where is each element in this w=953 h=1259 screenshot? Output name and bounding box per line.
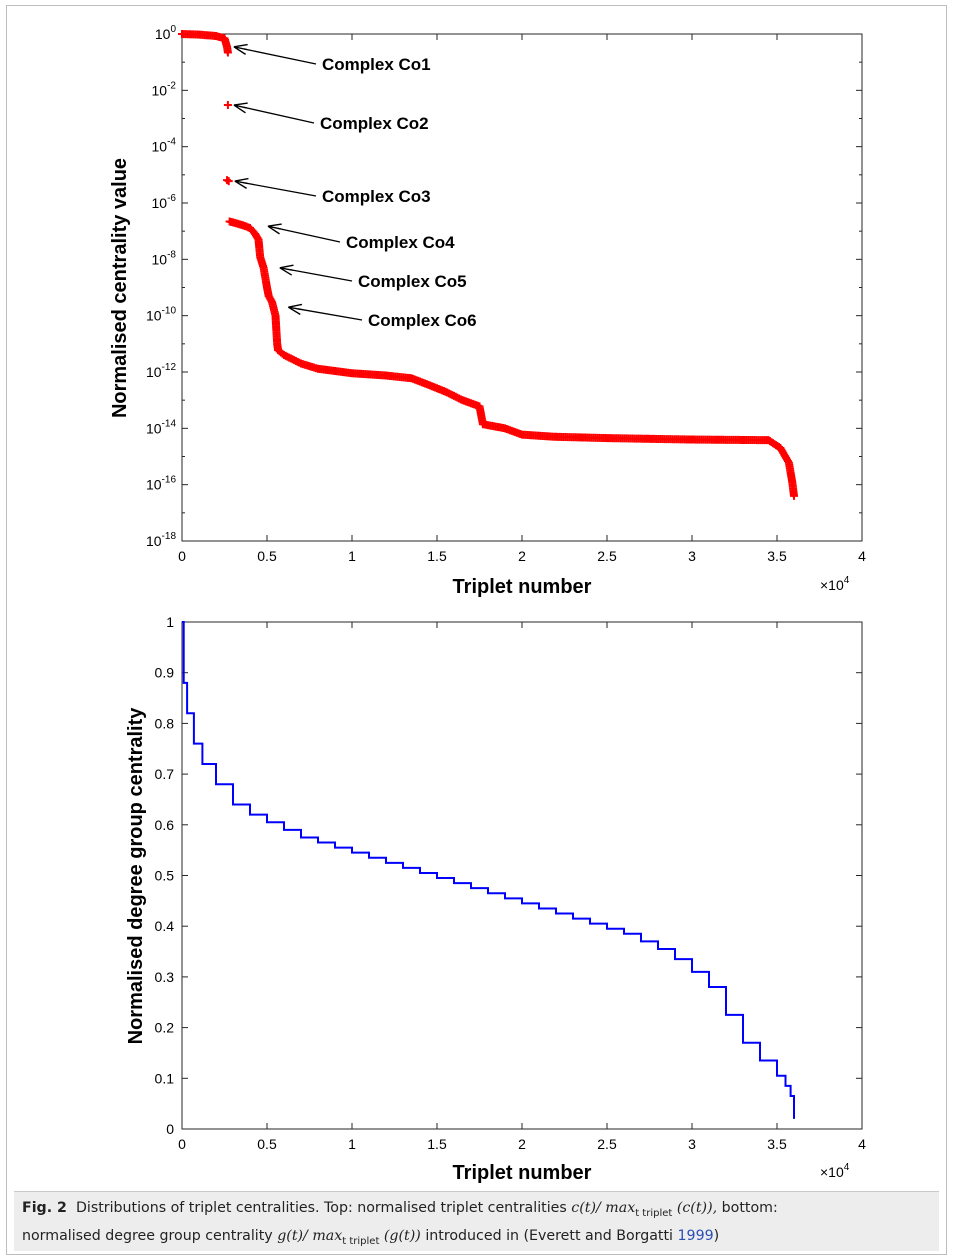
bottom-y-axis-label: Normalised degree group centrality	[125, 707, 147, 1045]
bottom-x-multiplier: ×104	[820, 1162, 850, 1180]
top-x-tick-label: 1.5	[427, 548, 447, 564]
top-x-tick-label: 3.5	[767, 548, 787, 564]
bottom-x-tick-label: 2	[518, 1136, 526, 1152]
top-y-tick-label: 10-14	[146, 418, 176, 436]
caption-sub-2: t triplet	[342, 1235, 380, 1247]
top-x-tick-label: 3	[688, 548, 696, 564]
data-point	[224, 177, 233, 186]
top-plot-area	[181, 33, 863, 542]
top-x-axis-label: Triplet number	[453, 576, 592, 598]
caption-math-1: c(t)/ max	[571, 1200, 636, 1216]
annotation-arrow-head	[279, 264, 294, 276]
annotation-arrow-line	[244, 182, 317, 197]
bottom-x-tick-label: 2.5	[597, 1136, 617, 1152]
top-x-tick-label: 0.5	[257, 548, 277, 564]
annotation-label: Complex Co6	[368, 311, 477, 330]
top-x-tick-label: 1	[348, 548, 356, 564]
figure-frame	[6, 5, 947, 1255]
bottom-x-tick-label: 4	[858, 1136, 866, 1152]
caption-line-2: normalised degree group centrality g(t)/…	[22, 1225, 931, 1253]
top-y-tick-label: 10-18	[146, 531, 176, 549]
top-y-tick-label: 10-8	[152, 249, 177, 267]
figure: 0 0.5 1 1.5 2 2.5 3 3.5 4 10010-210-410-610-810-…	[109, 24, 866, 1184]
bottom-y-tick-label: 0	[166, 1121, 174, 1137]
bottom-y-tick-label: 0.5	[155, 868, 175, 884]
bottom-series-line	[182, 621, 795, 1119]
caption-math-2b: (g(t))	[383, 1227, 421, 1244]
bottom-x-tick-label: 1	[348, 1136, 356, 1152]
bottom-y-tick-label: 0.6	[155, 817, 175, 833]
annotation-label: Complex Co5	[358, 272, 467, 291]
bottom-y-tick-label: 0.3	[155, 969, 175, 985]
bottom-x-tick-label: 0	[178, 1136, 186, 1152]
bottom-y-tick-label: 0.9	[155, 665, 175, 681]
top-y-axis-label: Normalised centrality value	[109, 158, 131, 418]
data-point	[223, 48, 232, 57]
annotation-label: Complex Co1	[322, 55, 431, 74]
bottom-x-tick-label: 3	[688, 1136, 696, 1152]
bottom-y-tick-label: 1	[166, 614, 174, 630]
citation-link[interactable]: 1999	[677, 1227, 714, 1244]
data-point	[790, 491, 798, 500]
bottom-y-tick-label: 0.7	[155, 766, 175, 782]
top-y-tick-label: 10-12	[146, 362, 176, 380]
bottom-x-tick-label: 0.5	[257, 1136, 277, 1152]
caption-text-1-end: bottom:	[721, 1200, 778, 1216]
top-y-tick-label: 10-16	[146, 475, 176, 493]
bottom-x-tick-label: 3.5	[767, 1136, 787, 1152]
caption-math-2: g(t)/ max	[277, 1227, 343, 1244]
annotation-arrow-line	[243, 106, 315, 124]
data-point	[223, 101, 232, 110]
top-annotations: Complex Co1 Complex Co2 Complex Co3 Complex…	[233, 43, 477, 330]
bottom-x-tick-label: 1.5	[427, 1136, 447, 1152]
top-y-tick-label: 10-6	[152, 193, 177, 211]
annotation-label: Complex Co4	[346, 233, 455, 252]
annotation-arrow-head	[233, 102, 248, 114]
annotation-label: Complex Co2	[320, 114, 429, 133]
caption-text-2-end: )	[713, 1227, 720, 1244]
bottom-plot-area	[181, 621, 863, 1130]
top-data-points	[178, 30, 798, 500]
annotation-arrow-head	[233, 43, 248, 55]
caption-text-1: Distributions of triplet centralities. T…	[75, 1200, 567, 1216]
annotation-arrow-head	[287, 303, 303, 315]
top-x-tick-label: 2	[518, 548, 526, 564]
top-y-ticks: 100 10-2 10-4 10-6 10-8 10-10 10-12 10-14 10-16 1…	[146, 24, 862, 549]
annotation-arrow-line	[289, 268, 353, 282]
caption-math-1b: (c(t)),	[676, 1200, 718, 1216]
annotation-arrow-head	[234, 177, 249, 189]
annotation-arrow-head	[267, 223, 282, 235]
caption-line-1: Fig. 2 Distributions of triplet centrali…	[22, 1197, 931, 1225]
top-x-tick-label: 2.5	[597, 548, 617, 564]
bottom-x-axis-label: Triplet number	[453, 1162, 592, 1184]
caption-sub-1: t triplet	[635, 1207, 673, 1219]
top-x-multiplier: ×104	[820, 575, 850, 593]
top-chart: 0 0.5 1 1.5 2 2.5 3 3.5 4 100 10-2 10-4 10-6 10-8 10-…	[109, 24, 866, 598]
top-x-ticks: 0 0.5 1 1.5 2 2.5 3 3.5 4	[178, 34, 866, 564]
bottom-y-ticks: 0 0.1 0.2 0.3 0.4 0.5 0.6 0.7 0.8 0.9 1	[155, 614, 862, 1137]
top-x-tick-label: 4	[858, 548, 866, 564]
bottom-y-tick-label: 0.4	[155, 918, 175, 934]
bottom-y-tick-label: 0.8	[155, 715, 175, 731]
annotation-label: Complex Co3	[322, 187, 431, 206]
figure-label: Fig. 2	[22, 1200, 67, 1216]
annotation-arrow-line	[298, 308, 363, 321]
annotation-arrow-line	[277, 227, 341, 243]
caption-text-2b: introduced in (Everett and Borgatti	[425, 1227, 674, 1244]
top-y-tick-label: 10-4	[152, 137, 177, 155]
figure-caption: Fig. 2 Distributions of triplet centrali…	[14, 1191, 939, 1251]
annotation-arrow-line	[243, 48, 317, 65]
bottom-x-ticks: 0 0.5 1 1.5 2 2.5 3 3.5 4	[178, 622, 866, 1152]
top-y-tick-label: 10-2	[152, 80, 177, 98]
bottom-y-tick-label: 0.1	[155, 1070, 175, 1086]
bottom-chart: 0 0.5 1 1.5 2 2.5 3 3.5 4 0 0.1 0.2 0.3 0.4 0.5 0.6 0.7…	[125, 614, 866, 1184]
top-y-tick-label: 100	[155, 24, 177, 42]
top-y-tick-label: 10-10	[146, 306, 176, 324]
caption-text-2: normalised degree group centrality	[22, 1227, 273, 1244]
bottom-y-tick-label: 0.2	[155, 1020, 175, 1036]
top-x-tick-label: 0	[178, 548, 186, 564]
